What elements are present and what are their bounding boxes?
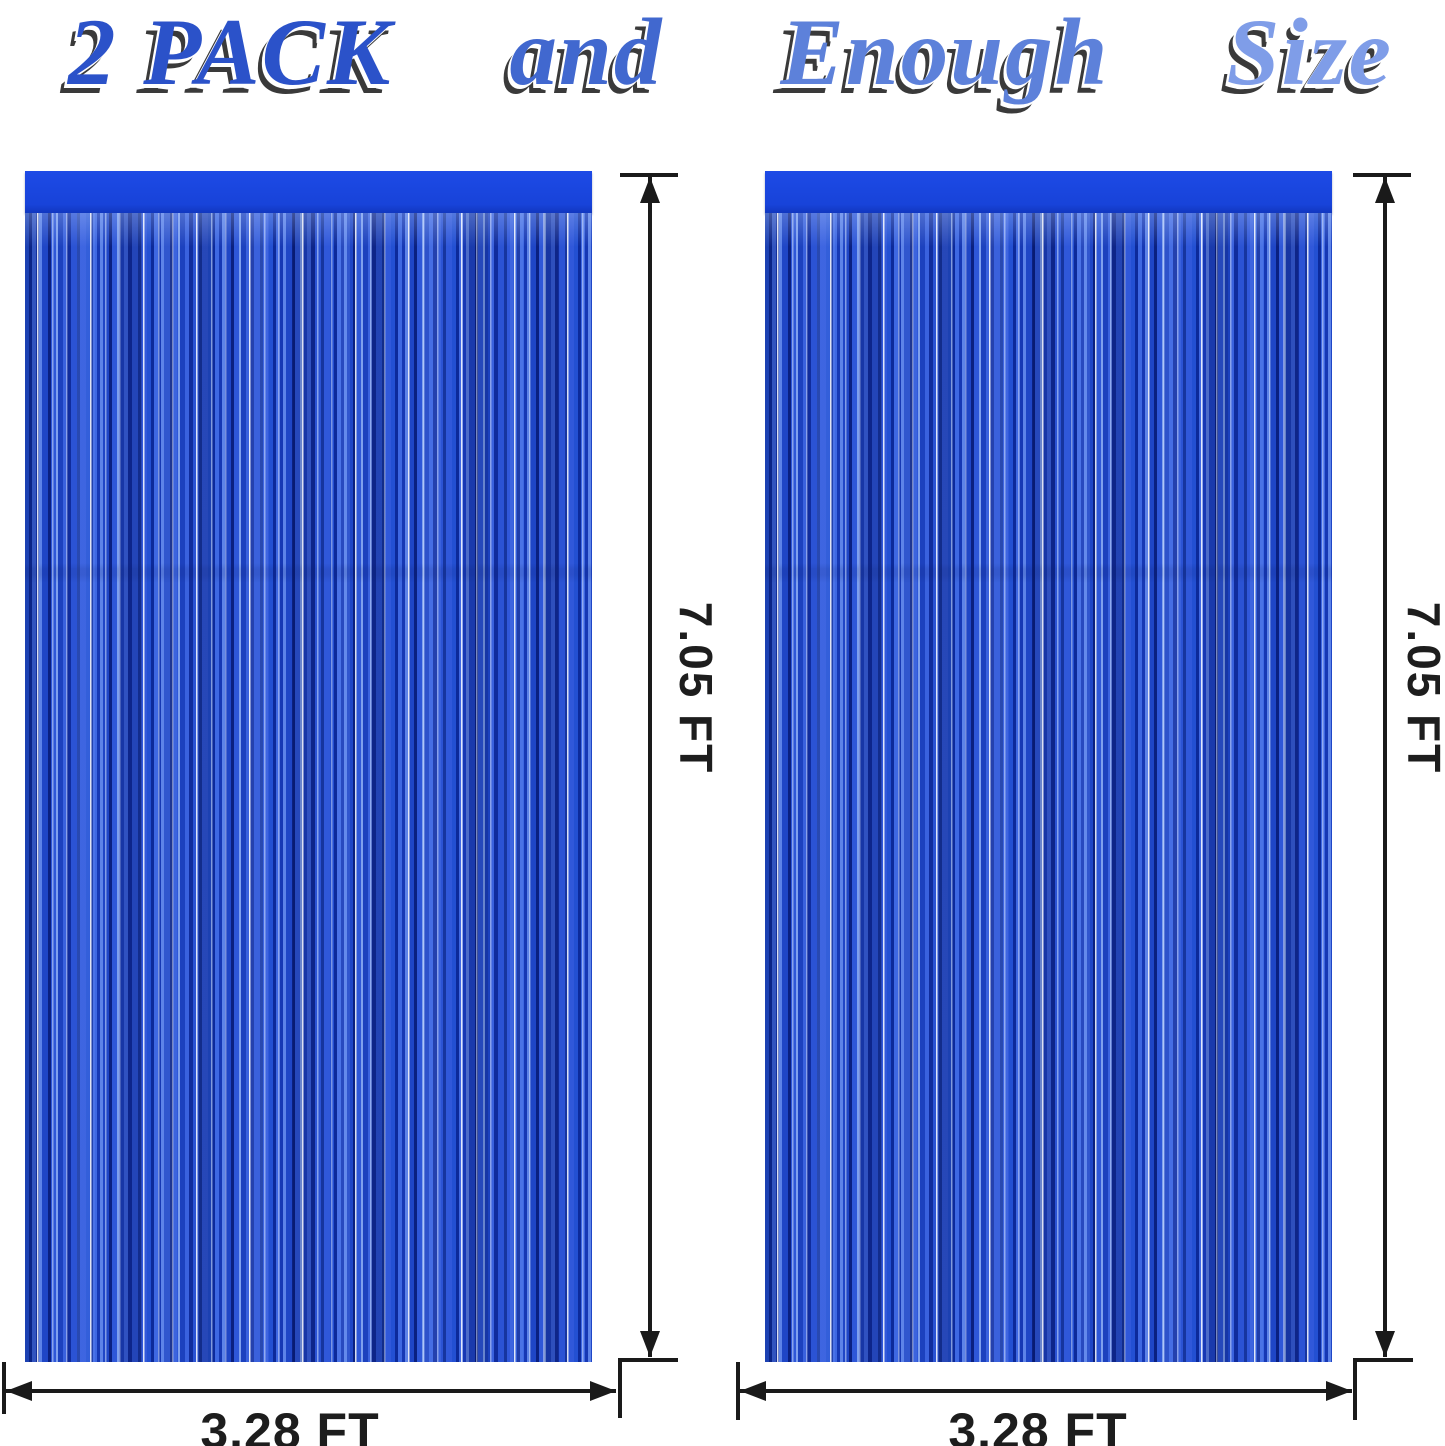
width-dim-left-tick-right <box>736 1362 740 1420</box>
height-dim-bottom-bracket-h-right <box>1353 1358 1413 1362</box>
height-dim-bottom-bracket-h-left <box>618 1358 678 1362</box>
arrowhead-right-icon <box>590 1381 616 1401</box>
arrowhead-down-icon <box>1375 1331 1395 1357</box>
arrowhead-up-icon <box>640 177 660 203</box>
height-dim-bottom-bracket-v-right <box>1353 1358 1357 1420</box>
foil-curtain-right <box>765 171 1332 1362</box>
curtain-header-band <box>765 171 1332 213</box>
height-dim-line-right <box>1383 175 1387 1357</box>
curtain-header-band <box>25 171 592 213</box>
curtain-fringe <box>765 213 1332 1362</box>
width-dimension-label-left: 3.28 FT <box>200 1403 380 1446</box>
title-word: Size <box>1226 0 1393 105</box>
arrowhead-right-icon <box>1326 1381 1352 1401</box>
height-dim-top-tick-right <box>1353 173 1411 177</box>
arrowhead-down-icon <box>640 1331 660 1357</box>
height-dim-bottom-bracket-v-left <box>618 1358 622 1418</box>
title-word: and <box>509 0 664 105</box>
title-word: 2 PACK <box>68 0 393 105</box>
arrowhead-left-icon <box>740 1381 766 1401</box>
width-dim-line-left <box>6 1389 616 1393</box>
width-dim-line-right <box>740 1389 1352 1393</box>
curtain-fringe <box>25 213 592 1362</box>
title-word: Enough <box>780 0 1110 105</box>
height-dim-line-left <box>648 175 652 1357</box>
arrowhead-up-icon <box>1375 177 1395 203</box>
width-dim-left-tick-left <box>2 1362 6 1414</box>
width-dimension-label-right: 3.28 FT <box>948 1403 1128 1446</box>
arrowhead-left-icon <box>6 1381 32 1401</box>
height-dimension-label-right: 7.05 FT <box>1398 601 1445 775</box>
height-dimension-label-left: 7.05 FT <box>670 601 722 775</box>
page-title: 2 PACK and Enough Size <box>68 0 1393 108</box>
foil-curtain-left <box>25 171 592 1362</box>
